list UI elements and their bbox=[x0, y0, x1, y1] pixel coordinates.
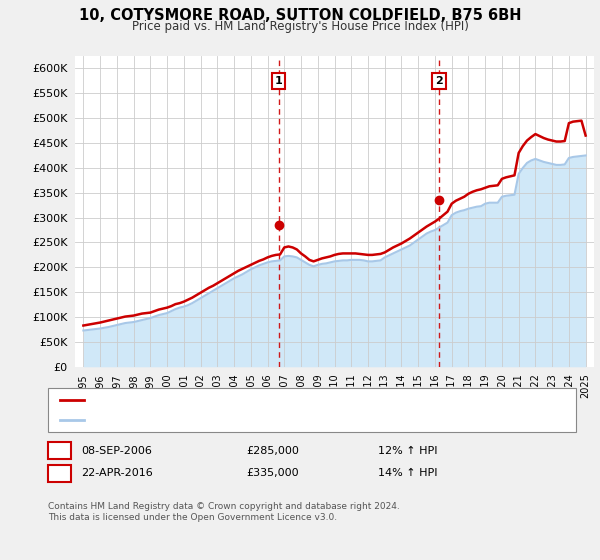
Text: This data is licensed under the Open Government Licence v3.0.: This data is licensed under the Open Gov… bbox=[48, 513, 337, 522]
Text: 1: 1 bbox=[275, 76, 283, 86]
Text: 08-SEP-2006: 08-SEP-2006 bbox=[81, 446, 152, 456]
Text: 10, COTYSMORE ROAD, SUTTON COLDFIELD, B75 6BH (detached house): 10, COTYSMORE ROAD, SUTTON COLDFIELD, B7… bbox=[93, 395, 469, 405]
Text: Contains HM Land Registry data © Crown copyright and database right 2024.: Contains HM Land Registry data © Crown c… bbox=[48, 502, 400, 511]
Text: 1: 1 bbox=[55, 444, 64, 458]
Text: 2: 2 bbox=[435, 76, 443, 86]
Text: 12% ↑ HPI: 12% ↑ HPI bbox=[378, 446, 437, 456]
Text: £335,000: £335,000 bbox=[246, 468, 299, 478]
Text: 2: 2 bbox=[55, 466, 64, 480]
Text: 10, COTYSMORE ROAD, SUTTON COLDFIELD, B75 6BH: 10, COTYSMORE ROAD, SUTTON COLDFIELD, B7… bbox=[79, 8, 521, 24]
Text: 14% ↑ HPI: 14% ↑ HPI bbox=[378, 468, 437, 478]
Text: £285,000: £285,000 bbox=[246, 446, 299, 456]
Text: 22-APR-2016: 22-APR-2016 bbox=[81, 468, 153, 478]
Text: HPI: Average price, detached house, Birmingham: HPI: Average price, detached house, Birm… bbox=[93, 415, 350, 425]
Text: Price paid vs. HM Land Registry's House Price Index (HPI): Price paid vs. HM Land Registry's House … bbox=[131, 20, 469, 33]
